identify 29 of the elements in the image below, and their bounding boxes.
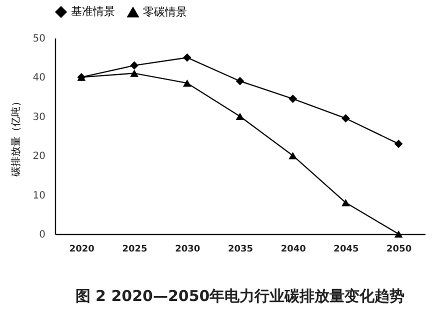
point <box>394 230 403 238</box>
y-tick-label: 50 <box>32 34 46 44</box>
y-tick-label: 20 <box>32 151 46 162</box>
legend-label: 基准情景 <box>71 5 115 18</box>
x-tick-label: 2020 <box>69 244 94 254</box>
point <box>130 61 138 70</box>
point <box>394 140 403 148</box>
point <box>288 152 298 160</box>
point <box>236 112 244 120</box>
point <box>130 70 138 77</box>
x-tick-label: 2045 <box>334 244 359 254</box>
point <box>342 114 350 123</box>
point <box>342 199 350 206</box>
y-tick-label: 40 <box>32 72 46 84</box>
point <box>182 53 192 62</box>
x-tick-label: 2025 <box>122 244 148 254</box>
x-tick-label: 2040 <box>280 244 306 254</box>
y-tick-label: 30 <box>32 112 46 123</box>
legend-label: 零碳情景 <box>143 5 187 18</box>
point <box>182 79 192 87</box>
y-axis-title: 碳排放量（亿吨） <box>10 96 22 178</box>
text: 图 2 2020—2050年电力行业碳排放量变化趋势 <box>75 287 405 305</box>
x-tick-label: 2050 <box>386 244 412 254</box>
y-tick-label: 0 <box>39 230 46 240</box>
y-tick-label: 10 <box>32 190 46 202</box>
x-tick-label: 2030 <box>175 244 200 254</box>
x-tick-label: 2035 <box>228 244 254 254</box>
point <box>236 76 244 86</box>
point <box>288 94 298 103</box>
